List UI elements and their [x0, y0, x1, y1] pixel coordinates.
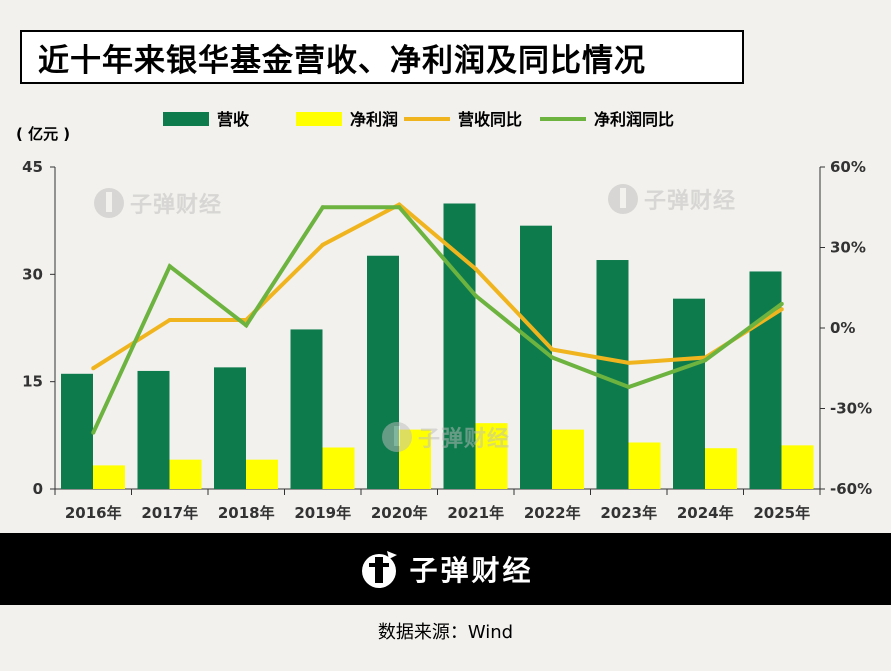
- revenue-yoy-point: [626, 360, 631, 365]
- x-tick-label: 2025年: [753, 504, 810, 522]
- profit-yoy-point: [244, 323, 249, 328]
- y-left-tick-label: 45: [22, 158, 43, 176]
- legend-label: 营收同比: [458, 110, 522, 129]
- y-left-tick-label: 30: [22, 265, 43, 283]
- y-right-tick-label: -30%: [830, 400, 872, 418]
- watermark-2: 子弹财经: [606, 182, 736, 216]
- legend-label: 净利润同比: [594, 110, 674, 129]
- profit-yoy-point: [167, 264, 172, 269]
- footer-logo: 子弹财经: [357, 547, 533, 591]
- bullet-logo-icon: [382, 422, 412, 452]
- x-tick-label: 2022年: [524, 504, 581, 522]
- profit-bar: [705, 448, 737, 489]
- revenue-bar: [137, 370, 170, 489]
- profit-yoy-line: [91, 205, 783, 434]
- legend-swatch: [163, 112, 209, 126]
- watermark-3: 子弹财经: [380, 420, 510, 454]
- revenue-bar: [61, 373, 93, 489]
- x-tick-label: 2024年: [677, 504, 734, 522]
- y-left-tick-label: 15: [22, 373, 43, 391]
- profit-yoy-point: [779, 301, 784, 306]
- profit-bar: [246, 459, 278, 489]
- profit-bar: [781, 445, 814, 489]
- profit-bar: [628, 442, 661, 489]
- profit-bar: [169, 459, 202, 489]
- revenue-yoy-line: [92, 202, 783, 370]
- revenue-bar: [290, 329, 323, 489]
- watermark-text: 子弹财经: [418, 427, 511, 452]
- y-right-tick-label: -60%: [830, 480, 872, 498]
- revenue-bar: [673, 298, 705, 489]
- y-axis-unit-label: ( 亿元 ): [16, 125, 70, 143]
- footer-brand: 子弹财经: [409, 554, 534, 587]
- revenue-bar: [367, 255, 399, 489]
- x-tick-label: 2020年: [371, 504, 428, 522]
- revenue-yoy-point: [320, 242, 325, 247]
- x-tick-label: 2019年: [294, 504, 351, 522]
- profit-yoy-point: [91, 430, 96, 435]
- revenue-bar: [749, 271, 782, 489]
- y-right-tick-label: 60%: [830, 158, 866, 176]
- profit-yoy-point: [397, 205, 402, 210]
- revenue-yoy-point: [473, 266, 478, 271]
- revenue-yoy-point: [550, 347, 555, 352]
- y-left-tick-label: 0: [33, 480, 43, 498]
- profit-bar: [475, 423, 508, 489]
- y-right-tick-label: 0%: [830, 319, 855, 337]
- profit-yoy-point: [320, 205, 325, 210]
- x-tick-label: 2023年: [600, 504, 657, 522]
- revenue-bar: [520, 225, 552, 490]
- x-tick-label: 2016年: [65, 504, 122, 522]
- profit-yoy-point: [703, 358, 708, 363]
- revenue-bar: [214, 367, 246, 489]
- bullet-logo-icon: [94, 188, 124, 218]
- x-tick-label: 2017年: [141, 504, 198, 522]
- profit-bar: [552, 429, 584, 489]
- bullet-logo-icon: [608, 184, 638, 214]
- chart-title: 近十年来银华基金营收、净利润及同比情况: [38, 42, 646, 79]
- x-tick-label: 2018年: [218, 504, 275, 522]
- legend-label: 营收: [217, 110, 249, 129]
- combo-chart: ( 亿元 ) 营收 净利润 营收同比 净利润同比 0 15 30 45 -60% -30% 0% 30%…: [16, 110, 872, 522]
- footer-bar: 子弹财经: [0, 533, 891, 605]
- source-text: 数据来源：Wind: [377, 622, 514, 643]
- x-tick-label: 2021年: [447, 504, 504, 522]
- legend-swatch: [296, 112, 342, 126]
- profit-bar: [93, 465, 125, 489]
- watermark-text: 子弹财经: [130, 193, 223, 218]
- y-right-tick-label: 30%: [830, 239, 866, 257]
- profit-yoy-point: [550, 355, 555, 360]
- profit-yoy-point: [473, 293, 478, 298]
- profit-bar: [322, 447, 355, 489]
- watermark-1: 子弹财经: [92, 186, 222, 220]
- watermark-text: 子弹财经: [644, 189, 737, 214]
- revenue-bar: [443, 203, 476, 489]
- revenue-yoy-point: [91, 366, 96, 371]
- bullet-logo-icon: [362, 551, 398, 588]
- profit-yoy-point: [626, 385, 631, 390]
- legend-label: 净利润: [350, 110, 398, 129]
- title-box: 近十年来银华基金营收、净利润及同比情况: [20, 30, 744, 84]
- revenue-yoy-point: [167, 317, 172, 322]
- revenue-yoy-point: [779, 307, 784, 312]
